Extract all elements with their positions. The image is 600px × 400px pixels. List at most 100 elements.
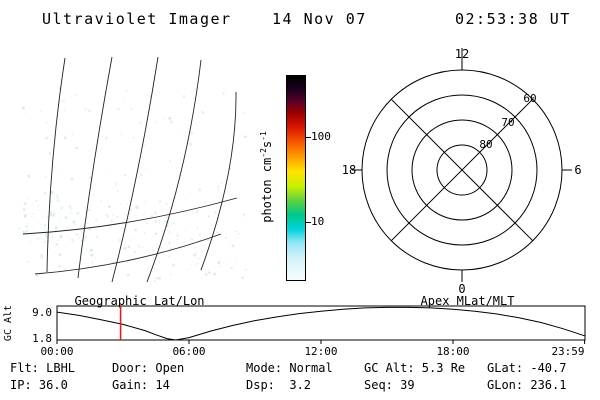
grid-line: [22, 197, 238, 235]
emission-speckle: [161, 230, 163, 232]
emission-speckle: [127, 245, 131, 249]
emission-speckle: [128, 217, 131, 220]
emission-speckle: [30, 240, 32, 242]
emission-speckle: [155, 277, 159, 280]
emission-speckle: [168, 241, 171, 245]
emission-speckle: [235, 250, 238, 252]
emission-speckle: [165, 216, 168, 219]
emission-speckle: [190, 238, 194, 241]
emission-speckle: [158, 180, 160, 183]
emission-speckle: [217, 265, 220, 267]
emission-speckle: [155, 120, 158, 124]
emission-speckle: [49, 213, 53, 217]
emission-speckle: [90, 253, 94, 257]
emission-speckle: [55, 243, 58, 246]
emission-speckle: [235, 261, 237, 263]
emission-speckle: [183, 208, 185, 211]
emission-speckle: [91, 261, 94, 265]
status-door: Door: Open: [112, 361, 185, 375]
emission-speckle: [100, 200, 102, 202]
emission-speckle: [183, 228, 186, 232]
emission-speckle: [150, 215, 153, 218]
emission-speckle: [36, 237, 40, 241]
emission-speckle: [244, 268, 247, 271]
emission-speckle: [242, 213, 246, 216]
emission-speckle: [37, 204, 40, 207]
emission-speckle: [217, 261, 221, 265]
emission-speckle: [116, 107, 120, 111]
emission-speckle: [190, 131, 194, 135]
emission-speckle: [73, 95, 76, 97]
status-glon: GLon: 236.1: [487, 378, 567, 392]
emission-speckle: [201, 229, 204, 231]
emission-speckle: [31, 215, 33, 218]
emission-speckle: [124, 174, 127, 177]
emission-speckle: [198, 257, 201, 260]
emission-speckle: [43, 191, 47, 195]
ring-mlat-80: [436, 144, 488, 196]
emission-speckle: [237, 232, 240, 235]
emission-speckle: [52, 214, 56, 217]
emission-speckle: [39, 238, 41, 240]
emission-speckle: [69, 198, 72, 200]
emission-speckle: [44, 215, 47, 217]
status-flt: Flt: LBHL: [10, 361, 76, 375]
emission-speckle: [117, 238, 122, 242]
emission-speckle: [26, 199, 28, 201]
emission-speckle: [176, 234, 179, 237]
emission-speckle: [168, 255, 171, 258]
emission-speckle: [126, 261, 129, 264]
header-time: 02:53:38 UT: [455, 10, 571, 28]
emission-speckle: [217, 185, 220, 189]
status-ip: IP: 36.0: [10, 378, 68, 392]
emission-speckle: [132, 271, 134, 273]
emission-speckle: [231, 244, 235, 248]
emission-speckle: [26, 222, 29, 224]
emission-speckle: [116, 216, 119, 218]
emission-speckle: [229, 240, 231, 242]
emission-speckle: [45, 136, 48, 140]
emission-speckle: [220, 181, 223, 185]
gc-alt-strip-chart: 9.0 1.8 GC Alt: [3, 305, 586, 345]
emission-speckle: [22, 230, 26, 234]
emission-speckle: [130, 107, 133, 110]
emission-speckle: [140, 173, 143, 177]
emission-speckle: [39, 110, 42, 113]
emission-speckle: [46, 121, 48, 124]
emission-speckle: [154, 220, 158, 223]
emission-speckle: [153, 267, 156, 270]
status-dsp: Dsp: 3.2: [246, 378, 312, 392]
status-mode: Mode: Normal: [246, 361, 333, 375]
emission-speckle: [158, 219, 161, 222]
emission-speckle: [207, 215, 210, 218]
emission-speckle: [90, 205, 92, 207]
emission-speckle: [134, 228, 137, 232]
emission-speckle: [190, 263, 193, 266]
emission-speckle: [126, 202, 128, 205]
emission-speckle: [76, 233, 78, 236]
mlat-label-80: 80: [479, 138, 492, 151]
emission-speckle: [84, 206, 87, 209]
emission-speckle: [112, 261, 116, 264]
emission-speckle: [176, 238, 179, 241]
emission-speckle: [185, 87, 187, 89]
emission-speckle: [133, 250, 137, 253]
lat-lon-grid: [22, 56, 238, 283]
emission-speckle: [197, 188, 202, 192]
emission-speckle: [170, 224, 173, 227]
emission-speckle: [112, 214, 114, 217]
emission-speckle: [109, 225, 112, 227]
colorbar-gradient: [286, 75, 306, 281]
emission-speckle: [132, 136, 135, 139]
emission-speckle: [145, 105, 147, 107]
emission-speckle: [225, 156, 228, 158]
emission-speckle: [59, 235, 63, 238]
emission-speckle: [221, 92, 225, 96]
emission-speckle: [109, 227, 112, 230]
emission-speckle: [88, 109, 92, 113]
emission-speckle: [62, 99, 66, 103]
emission-speckle: [125, 89, 128, 93]
emission-speckle: [217, 188, 219, 191]
emission-speckle: [134, 205, 138, 209]
emission-speckle: [158, 200, 162, 203]
